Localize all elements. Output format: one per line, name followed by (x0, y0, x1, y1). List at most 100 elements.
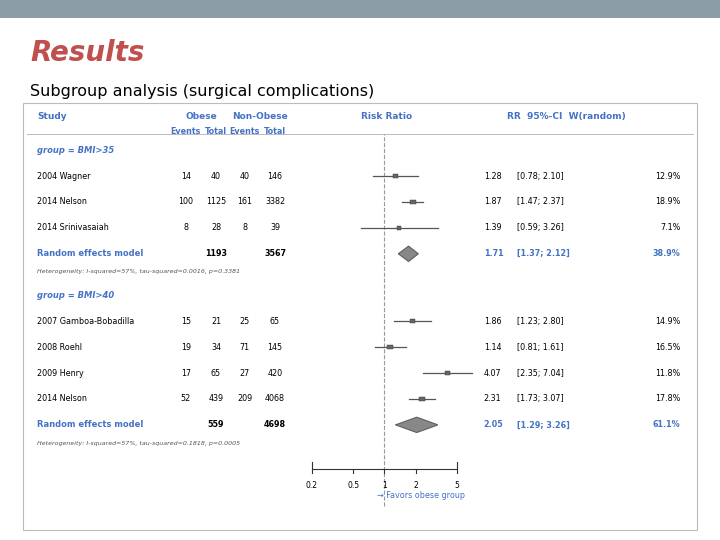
Text: [1.23; 2.80]: [1.23; 2.80] (517, 316, 564, 326)
Text: 12.9%: 12.9% (655, 172, 680, 180)
Text: 17: 17 (181, 368, 191, 377)
Text: 21: 21 (211, 316, 221, 326)
Text: 38.9%: 38.9% (652, 249, 680, 258)
Text: 2007 Gamboa-Bobadilla: 2007 Gamboa-Bobadilla (37, 316, 135, 326)
Text: 145: 145 (267, 342, 283, 352)
Text: [1.37; 2.12]: [1.37; 2.12] (517, 249, 570, 258)
Text: 2.05: 2.05 (484, 420, 503, 429)
Text: 2014 Nelson: 2014 Nelson (37, 394, 87, 403)
Text: 559: 559 (208, 420, 224, 429)
Text: 1125: 1125 (206, 198, 226, 206)
Text: Random effects model: Random effects model (37, 249, 144, 258)
Text: [2.35; 7.04]: [2.35; 7.04] (517, 368, 564, 377)
Text: RR  95%-CI  W(random): RR 95%-CI W(random) (508, 112, 626, 122)
Bar (445, 371, 450, 375)
Text: 1.28: 1.28 (484, 172, 501, 180)
Text: 65: 65 (270, 316, 280, 326)
Polygon shape (396, 417, 438, 433)
Text: Events: Events (171, 127, 201, 137)
Text: 3567: 3567 (264, 249, 286, 258)
Text: 1.71: 1.71 (484, 249, 503, 258)
Text: Subgroup analysis (surgical complications): Subgroup analysis (surgical complication… (30, 84, 374, 99)
Text: 2014 Nelson: 2014 Nelson (37, 198, 87, 206)
Bar (0, 0, 720, 18)
Text: [0.81; 1.61]: [0.81; 1.61] (517, 342, 564, 352)
Text: 40: 40 (240, 172, 250, 180)
Text: 2.31: 2.31 (484, 394, 501, 403)
Text: 34: 34 (211, 342, 221, 352)
Text: 4068: 4068 (265, 394, 285, 403)
Text: Events: Events (230, 127, 260, 137)
Text: 39: 39 (270, 224, 280, 232)
Text: 14.9%: 14.9% (655, 316, 680, 326)
Text: Total: Total (264, 127, 286, 137)
Text: Study: Study (37, 112, 67, 122)
Text: 1.87: 1.87 (484, 198, 501, 206)
Bar (397, 226, 402, 230)
Text: Heterogeneity: I-squared=57%, tau-squared=0.1818, p=0.0005: Heterogeneity: I-squared=57%, tau-square… (37, 441, 240, 446)
Text: 16.5%: 16.5% (655, 342, 680, 352)
Text: 100: 100 (179, 198, 193, 206)
Text: 2014 Srinivasaiah: 2014 Srinivasaiah (37, 224, 109, 232)
Text: 1.14: 1.14 (484, 342, 501, 352)
Text: 17.8%: 17.8% (655, 394, 680, 403)
Text: 52: 52 (181, 394, 191, 403)
Text: 0.2: 0.2 (306, 481, 318, 490)
Bar (410, 200, 415, 204)
Text: 1: 1 (382, 481, 387, 490)
Bar (387, 345, 393, 349)
Text: 15: 15 (181, 316, 191, 326)
Text: 439: 439 (208, 394, 224, 403)
Text: Risk Ratio: Risk Ratio (361, 112, 413, 122)
Text: Non-Obese: Non-Obese (232, 112, 288, 122)
Text: 146: 146 (268, 172, 282, 180)
Text: 40: 40 (211, 172, 221, 180)
Text: 209: 209 (237, 394, 253, 403)
Text: → Favors obese group: → Favors obese group (377, 490, 464, 500)
Text: 161: 161 (238, 198, 252, 206)
FancyBboxPatch shape (23, 103, 697, 530)
Text: 0.5: 0.5 (347, 481, 359, 490)
Bar (419, 397, 425, 401)
Bar (410, 319, 415, 323)
Text: Total: Total (205, 127, 227, 137)
Text: Results: Results (30, 39, 145, 67)
Text: 14: 14 (181, 172, 191, 180)
Text: 2009 Henry: 2009 Henry (37, 368, 84, 377)
Text: 65: 65 (211, 368, 221, 377)
Polygon shape (399, 246, 418, 261)
Text: 2008 Roehl: 2008 Roehl (37, 342, 82, 352)
Text: [1.47; 2.37]: [1.47; 2.37] (517, 198, 564, 206)
Text: [1.29; 3.26]: [1.29; 3.26] (517, 420, 570, 429)
Text: group = BMI>35: group = BMI>35 (37, 146, 114, 154)
Text: group = BMI>40: group = BMI>40 (37, 291, 114, 300)
Text: [0.59; 3.26]: [0.59; 3.26] (517, 224, 564, 232)
Text: 2: 2 (413, 481, 418, 490)
Text: Heterogeneity: I-squared=57%, tau-squared=0.0016, p=0.3381: Heterogeneity: I-squared=57%, tau-square… (37, 269, 240, 274)
Text: 4.07: 4.07 (484, 368, 501, 377)
Text: 4698: 4698 (264, 420, 286, 429)
Bar (393, 174, 398, 178)
Text: 3382: 3382 (265, 198, 285, 206)
Text: 28: 28 (211, 224, 221, 232)
Text: 25: 25 (240, 316, 250, 326)
Text: 5: 5 (454, 481, 459, 490)
Text: 1.39: 1.39 (484, 224, 501, 232)
Text: 27: 27 (240, 368, 250, 377)
Text: 18.9%: 18.9% (655, 198, 680, 206)
Text: Random effects model: Random effects model (37, 420, 144, 429)
Text: 2004 Wagner: 2004 Wagner (37, 172, 91, 180)
Text: Obese: Obese (185, 112, 217, 122)
Text: 19: 19 (181, 342, 191, 352)
Text: 11.8%: 11.8% (655, 368, 680, 377)
Text: 7.1%: 7.1% (660, 224, 680, 232)
Text: 71: 71 (240, 342, 250, 352)
Text: [1.73; 3.07]: [1.73; 3.07] (517, 394, 564, 403)
Text: [0.78; 2.10]: [0.78; 2.10] (517, 172, 564, 180)
Text: 61.1%: 61.1% (653, 420, 680, 429)
Text: 420: 420 (267, 368, 283, 377)
Text: 8: 8 (243, 224, 247, 232)
Text: 8: 8 (184, 224, 188, 232)
Text: 1193: 1193 (205, 249, 227, 258)
Text: 1.86: 1.86 (484, 316, 501, 326)
